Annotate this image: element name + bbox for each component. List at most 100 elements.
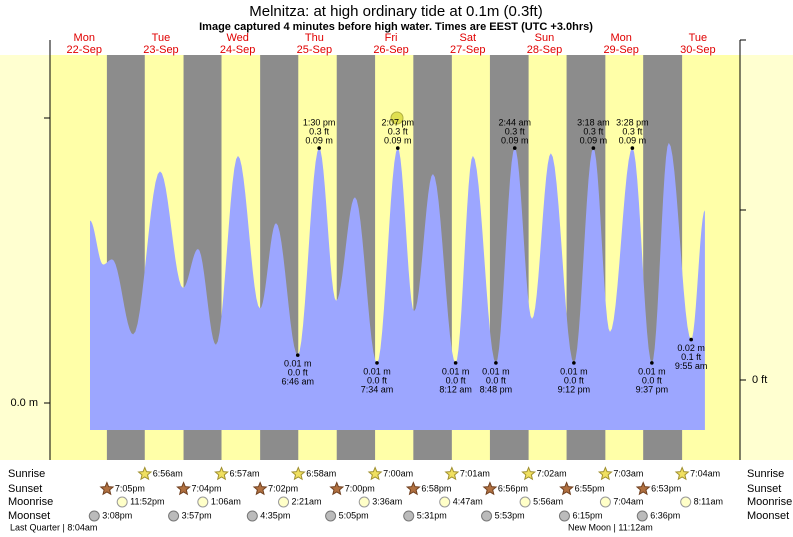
day-name: Tue: [689, 32, 708, 44]
sunset-icon: [329, 481, 345, 496]
extreme-label: 0.09 m: [305, 135, 333, 145]
extreme-label: 0.3 ft: [583, 126, 604, 136]
extreme-label: 0.09 m: [619, 135, 647, 145]
row-label: Moonrise: [747, 496, 792, 508]
moonrise-icon: [116, 496, 128, 508]
row-time: 3:36am: [372, 496, 402, 506]
day-name: Thu: [305, 32, 324, 44]
extreme-dot: [689, 337, 693, 342]
extreme-label: 0.01 m: [284, 358, 312, 368]
row-time: 6:58am: [306, 468, 336, 478]
day-name: Mon: [74, 32, 95, 44]
day-name: Wed: [226, 32, 248, 44]
row-time: 1:06am: [211, 496, 241, 506]
right-axis-label: 0 ft: [752, 374, 767, 386]
moonrise-icon: [680, 496, 692, 508]
sunset-icon: [176, 481, 191, 496]
row-time: 6:56am: [153, 468, 183, 478]
sunset-icon: [99, 481, 115, 496]
extreme-label: 8:12 am: [439, 384, 472, 394]
extreme-label: 3:28 pm: [616, 117, 649, 127]
day-date: 25-Sep: [297, 44, 332, 56]
subtitle: Image captured 4 minutes before high wat…: [199, 21, 593, 33]
extreme-label: 0.0 ft: [288, 367, 309, 377]
sunrise-icon: [597, 466, 613, 481]
title: Melnitza: at high ordinary tide at 0.1m …: [249, 3, 542, 20]
day-date: 29-Sep: [603, 44, 638, 56]
moonrise-icon: [599, 496, 611, 508]
extreme-label: 0.02 m: [677, 343, 705, 353]
extreme-dot: [650, 361, 654, 365]
extreme-label: 0.3 ft: [309, 126, 330, 136]
row-time: 3:57pm: [182, 510, 212, 520]
extreme-label: 6:46 am: [281, 376, 314, 386]
moonrise-icon: [519, 496, 531, 508]
row-time: 5:05pm: [339, 510, 369, 520]
row-label: Sunrise: [747, 468, 784, 480]
row-time: 7:02am: [537, 468, 567, 478]
day-name: Sat: [460, 32, 477, 44]
extreme-label: 0.09 m: [384, 135, 412, 145]
row-time: 4:47am: [453, 496, 483, 506]
extreme-label: 7:34 am: [361, 384, 394, 394]
extreme-dot: [494, 361, 498, 365]
extreme-label: 0.01 m: [560, 366, 588, 376]
moonset-icon: [88, 510, 100, 522]
moon-phase: Last Quarter | 8:04am: [10, 522, 97, 532]
left-axis-label: 0.0 m: [10, 397, 38, 409]
row-label: Moonset: [8, 510, 50, 522]
extreme-label: 0.01 m: [363, 366, 391, 376]
day-date: 30-Sep: [680, 44, 715, 56]
row-time: 7:02pm: [268, 483, 298, 493]
extreme-label: 0.1 ft: [681, 352, 702, 362]
row-time: 5:31pm: [417, 510, 447, 520]
row-label: Sunset: [8, 483, 42, 495]
sunrise-icon: [214, 466, 229, 481]
day-date: 28-Sep: [527, 44, 562, 56]
extreme-label: 0.0 ft: [642, 375, 663, 385]
moonrise-icon: [197, 496, 209, 508]
moonset-icon: [481, 510, 493, 522]
row-time: 5:53pm: [495, 510, 525, 520]
extreme-label: 0.3 ft: [505, 126, 526, 136]
extreme-label: 0.3 ft: [388, 126, 409, 136]
sunrise-icon: [290, 466, 306, 481]
moonset-icon: [168, 510, 180, 522]
extreme-label: 0.0 ft: [486, 375, 507, 385]
extreme-label: 3:18 am: [577, 117, 610, 127]
moonset-icon: [403, 510, 415, 522]
moonrise-icon: [358, 496, 370, 508]
extreme-dot: [512, 146, 517, 150]
extreme-label: 1:30 pm: [303, 117, 336, 127]
extreme-dot: [317, 146, 321, 150]
row-time: 5:56am: [533, 496, 563, 506]
row-time: 6:56pm: [498, 483, 528, 493]
extreme-dot: [630, 146, 635, 150]
sunset-icon: [635, 481, 651, 496]
moonrise-icon: [439, 496, 451, 508]
extreme-label: 0.0 ft: [446, 375, 467, 385]
row-time: 6:55pm: [575, 483, 605, 493]
row-time: 7:00pm: [345, 483, 375, 493]
row-time: 7:04am: [690, 468, 720, 478]
row-time: 6:15pm: [572, 510, 602, 520]
extreme-label: 0.01 m: [442, 366, 470, 376]
sunrise-icon: [521, 466, 537, 481]
extreme-dot: [453, 361, 458, 365]
extreme-label: 9:12 pm: [558, 384, 591, 394]
extreme-label: 0.09 m: [501, 135, 529, 145]
extreme-label: 0.01 m: [482, 366, 510, 376]
row-time: 7:05pm: [115, 483, 145, 493]
row-time: 7:01am: [460, 468, 490, 478]
day-date: 22-Sep: [67, 44, 102, 56]
row-time: 6:58pm: [421, 483, 451, 493]
extreme-label: 0.3 ft: [622, 126, 643, 136]
extreme-label: 0.09 m: [580, 135, 608, 145]
sunset-icon: [482, 481, 498, 496]
row-time: 4:35pm: [260, 510, 290, 520]
row-time: 7:03am: [613, 468, 643, 478]
row-time: 3:08pm: [102, 510, 132, 520]
extreme-dot: [395, 146, 400, 150]
moonset-icon: [636, 510, 648, 522]
